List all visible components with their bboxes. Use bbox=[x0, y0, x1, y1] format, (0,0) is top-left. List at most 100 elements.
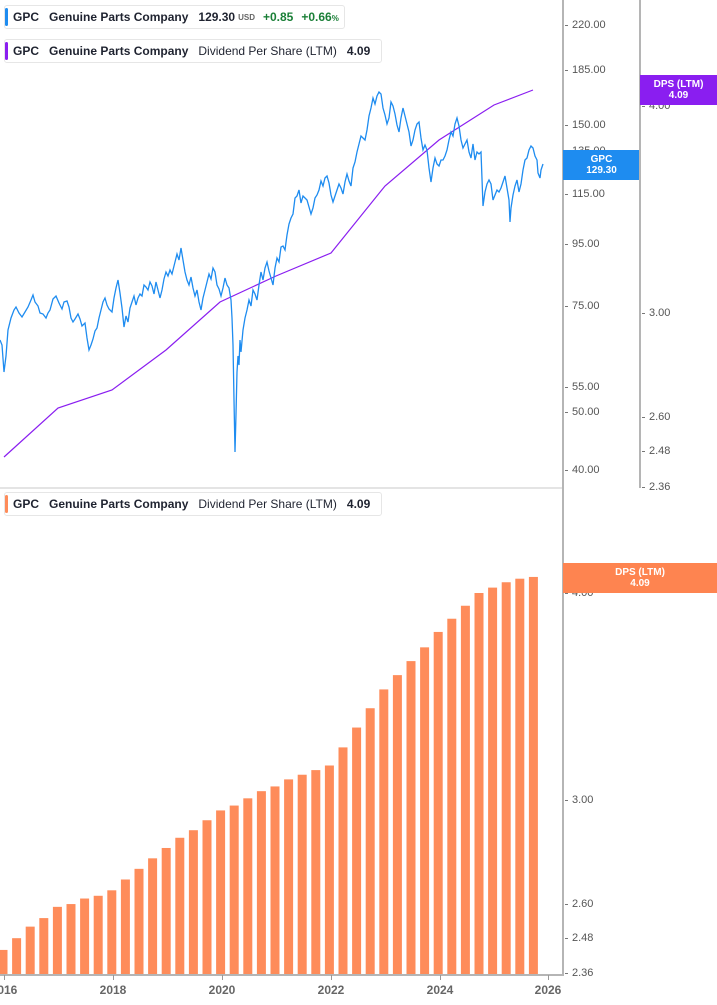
dps-legend-bottom[interactable]: GPC Genuine Parts Company Dividend Per S… bbox=[4, 492, 382, 516]
dps-bar[interactable] bbox=[25, 926, 35, 974]
dps-tick-bottom: 2.48 bbox=[564, 932, 594, 944]
price-tick: 55.00 bbox=[565, 381, 600, 393]
dps-bar[interactable] bbox=[134, 868, 144, 974]
pct-sign: % bbox=[331, 14, 339, 23]
x-label: 2016 bbox=[0, 983, 18, 997]
dps-bar[interactable] bbox=[52, 906, 62, 974]
price-tick: 40.00 bbox=[565, 464, 600, 476]
dps-tick-top: 2.48 bbox=[641, 445, 671, 457]
dps-bar[interactable] bbox=[324, 765, 334, 974]
dps-tag-value: 4.09 bbox=[630, 578, 650, 589]
change-pct-value: +0.66 bbox=[301, 10, 332, 24]
dps-bar[interactable] bbox=[447, 618, 457, 974]
dps-bar[interactable] bbox=[66, 904, 76, 974]
dps-bar[interactable] bbox=[501, 582, 511, 974]
x-axis-line[interactable] bbox=[0, 974, 563, 976]
dps-bar[interactable] bbox=[297, 774, 307, 974]
dps-axis-line-top[interactable] bbox=[639, 0, 641, 488]
legend-price: 129.30 bbox=[198, 10, 236, 24]
price-tag-label: GPC bbox=[590, 154, 613, 165]
dps-bar[interactable] bbox=[39, 918, 49, 974]
legend-indicator: Dividend Per Share (LTM) bbox=[198, 44, 337, 58]
dps-bar[interactable] bbox=[93, 895, 103, 974]
dps-bar[interactable] bbox=[202, 820, 212, 974]
dps-last-tag-top: DPS (LTM) 4.09 bbox=[640, 75, 717, 105]
dps-bars-color bbox=[5, 495, 8, 513]
dps-tag-label: DPS (LTM) bbox=[653, 79, 704, 90]
price-tick: 95.00 bbox=[565, 238, 600, 250]
dps-bar[interactable] bbox=[243, 798, 253, 974]
price-tick: 150.00 bbox=[565, 119, 606, 131]
legend-change-pct: +0.66% bbox=[301, 10, 339, 24]
dps-bar[interactable] bbox=[474, 593, 484, 974]
x-tick bbox=[113, 975, 114, 980]
price-chart[interactable] bbox=[0, 0, 560, 488]
dps-line bbox=[3, 89, 534, 458]
dps-bar[interactable] bbox=[365, 708, 375, 974]
price-tick: 75.00 bbox=[565, 300, 600, 312]
dps-bar[interactable] bbox=[148, 858, 158, 974]
dps-tick-bottom: 3.00 bbox=[564, 794, 594, 806]
x-tick bbox=[4, 975, 5, 980]
dps-legend-top[interactable]: GPC Genuine Parts Company Dividend Per S… bbox=[4, 39, 382, 63]
price-tick: 115.00 bbox=[565, 188, 605, 200]
price-tick: 185.00 bbox=[565, 64, 606, 76]
legend-currency: USD bbox=[238, 12, 255, 22]
price-legend[interactable]: GPC Genuine Parts Company 129.30 USD +0.… bbox=[4, 5, 345, 29]
dps-axis-line-bottom[interactable] bbox=[562, 488, 564, 976]
legend-value: 4.09 bbox=[346, 44, 371, 58]
price-line bbox=[0, 90, 544, 453]
dps-tick-bottom: 2.36 bbox=[564, 967, 594, 979]
dps-bar[interactable] bbox=[392, 675, 402, 974]
dps-bar[interactable] bbox=[515, 578, 525, 974]
dps-bar[interactable] bbox=[352, 727, 362, 974]
dps-tick-top: 3.00 bbox=[641, 307, 671, 319]
dps-bar[interactable] bbox=[284, 779, 294, 974]
dps-bar[interactable] bbox=[256, 791, 266, 974]
price-tick: 220.00 bbox=[565, 19, 606, 31]
dps-bar[interactable] bbox=[161, 847, 171, 974]
legend-ticker: GPC bbox=[13, 10, 40, 24]
x-label: 2018 bbox=[99, 983, 127, 997]
dps-bar[interactable] bbox=[338, 747, 348, 974]
dps-bar[interactable] bbox=[406, 661, 416, 974]
dps-bar[interactable] bbox=[420, 647, 430, 974]
legend-value: 4.09 bbox=[346, 497, 371, 511]
dps-bar[interactable] bbox=[188, 830, 198, 974]
pane-separator[interactable] bbox=[0, 487, 563, 489]
dps-bar[interactable] bbox=[80, 898, 90, 974]
dps-series-color bbox=[5, 42, 8, 60]
dps-bar[interactable] bbox=[488, 587, 498, 974]
legend-ticker: GPC bbox=[13, 44, 40, 58]
legend-ticker: GPC bbox=[13, 497, 40, 511]
dps-tick-top: 2.36 bbox=[641, 481, 671, 493]
dps-bar[interactable] bbox=[107, 890, 117, 974]
dps-bar[interactable] bbox=[216, 810, 226, 974]
price-last-tag: GPC 129.30 bbox=[563, 150, 640, 180]
dps-tag-value: 4.09 bbox=[668, 90, 689, 101]
dps-bar[interactable] bbox=[528, 576, 538, 974]
price-tag-value: 129.30 bbox=[586, 165, 617, 176]
dps-bar[interactable] bbox=[12, 938, 22, 974]
x-label: 2024 bbox=[426, 983, 454, 997]
dps-last-tag-bottom: DPS (LTM) 4.09 bbox=[563, 563, 717, 593]
dps-bar[interactable] bbox=[175, 837, 185, 974]
dps-tick-top: 2.60 bbox=[641, 411, 671, 423]
dps-bar[interactable] bbox=[0, 949, 8, 974]
dps-bar-chart[interactable] bbox=[0, 0, 560, 1005]
dps-bar[interactable] bbox=[229, 805, 239, 974]
dps-bar[interactable] bbox=[270, 786, 280, 974]
dps-tick-bottom: 2.60 bbox=[564, 898, 594, 910]
legend-company: Genuine Parts Company bbox=[49, 10, 189, 24]
legend-company: Genuine Parts Company bbox=[49, 497, 189, 511]
dps-bar[interactable] bbox=[120, 879, 130, 974]
dps-tag-label: DPS (LTM) bbox=[615, 567, 665, 578]
legend-company: Genuine Parts Company bbox=[49, 44, 189, 58]
x-label: 2020 bbox=[208, 983, 236, 997]
x-tick bbox=[440, 975, 441, 980]
dps-bar[interactable] bbox=[379, 689, 389, 974]
dps-bar[interactable] bbox=[460, 605, 470, 974]
dps-bar[interactable] bbox=[311, 770, 321, 974]
price-axis-line[interactable] bbox=[562, 0, 564, 488]
dps-bar[interactable] bbox=[433, 631, 443, 974]
